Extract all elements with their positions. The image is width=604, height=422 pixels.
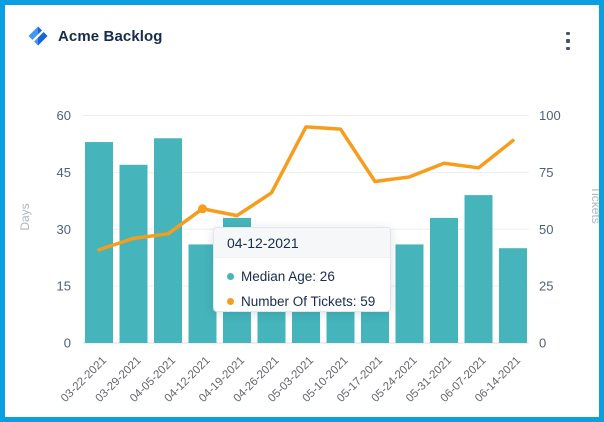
kebab-dot: [566, 46, 570, 51]
kebab-menu-icon[interactable]: [559, 29, 577, 53]
tickets-line[interactable]: [97, 125, 515, 252]
median-age-bar[interactable]: [499, 248, 527, 343]
right-axis-tick-label: 0: [539, 336, 546, 351]
left-axis-tick-label: 15: [57, 279, 71, 294]
left-axis-name: Days: [18, 203, 32, 230]
right-axis-tick-label: 75: [539, 165, 553, 180]
median-age-bar[interactable]: [430, 217, 458, 343]
tickets-line-marker[interactable]: [198, 204, 207, 214]
left-axis-tick-label: 60: [57, 108, 71, 123]
median-age-bar[interactable]: [119, 164, 148, 343]
tooltip-row-tickets: Number Of Tickets: 59: [227, 289, 377, 311]
left-axis-tick-label: 0: [64, 336, 71, 351]
chart-tooltip: 04-12-2021 Median Age: 26 Number Of Tick…: [213, 227, 391, 312]
median-age-bar[interactable]: [188, 244, 217, 343]
left-axis-tick-label: 30: [57, 222, 71, 237]
median-age-dot-icon: [227, 273, 234, 280]
kebab-dot: [566, 39, 570, 43]
kebab-dot: [566, 31, 570, 36]
tooltip-row-median-age: Median Age: 26: [227, 264, 377, 289]
tooltip-tickets-text: Number Of Tickets: 59: [241, 294, 376, 309]
median-age-bar[interactable]: [154, 138, 182, 343]
jira-diamond-logo-icon: [28, 26, 48, 46]
median-age-bar[interactable]: [85, 142, 113, 343]
median-age-bar[interactable]: [464, 195, 493, 343]
right-axis-tick-label: 50: [539, 222, 553, 237]
left-axis-tick-label: 45: [57, 165, 71, 180]
right-axis-tick-label: 100: [539, 108, 561, 123]
page-title: Acme Backlog: [58, 27, 163, 45]
right-axis-tick-label: 25: [539, 279, 553, 294]
tooltip-date: 04-12-2021: [214, 228, 390, 258]
tooltip-median-age-text: Median Age: 26: [241, 269, 335, 284]
tooltip-body: Median Age: 26 Number Of Tickets: 59: [214, 258, 390, 311]
app-header: Acme Backlog: [5, 5, 599, 67]
tickets-dot-icon: [227, 298, 234, 305]
median-age-bar[interactable]: [395, 244, 424, 343]
right-axis-name: Tickets: [589, 186, 603, 224]
